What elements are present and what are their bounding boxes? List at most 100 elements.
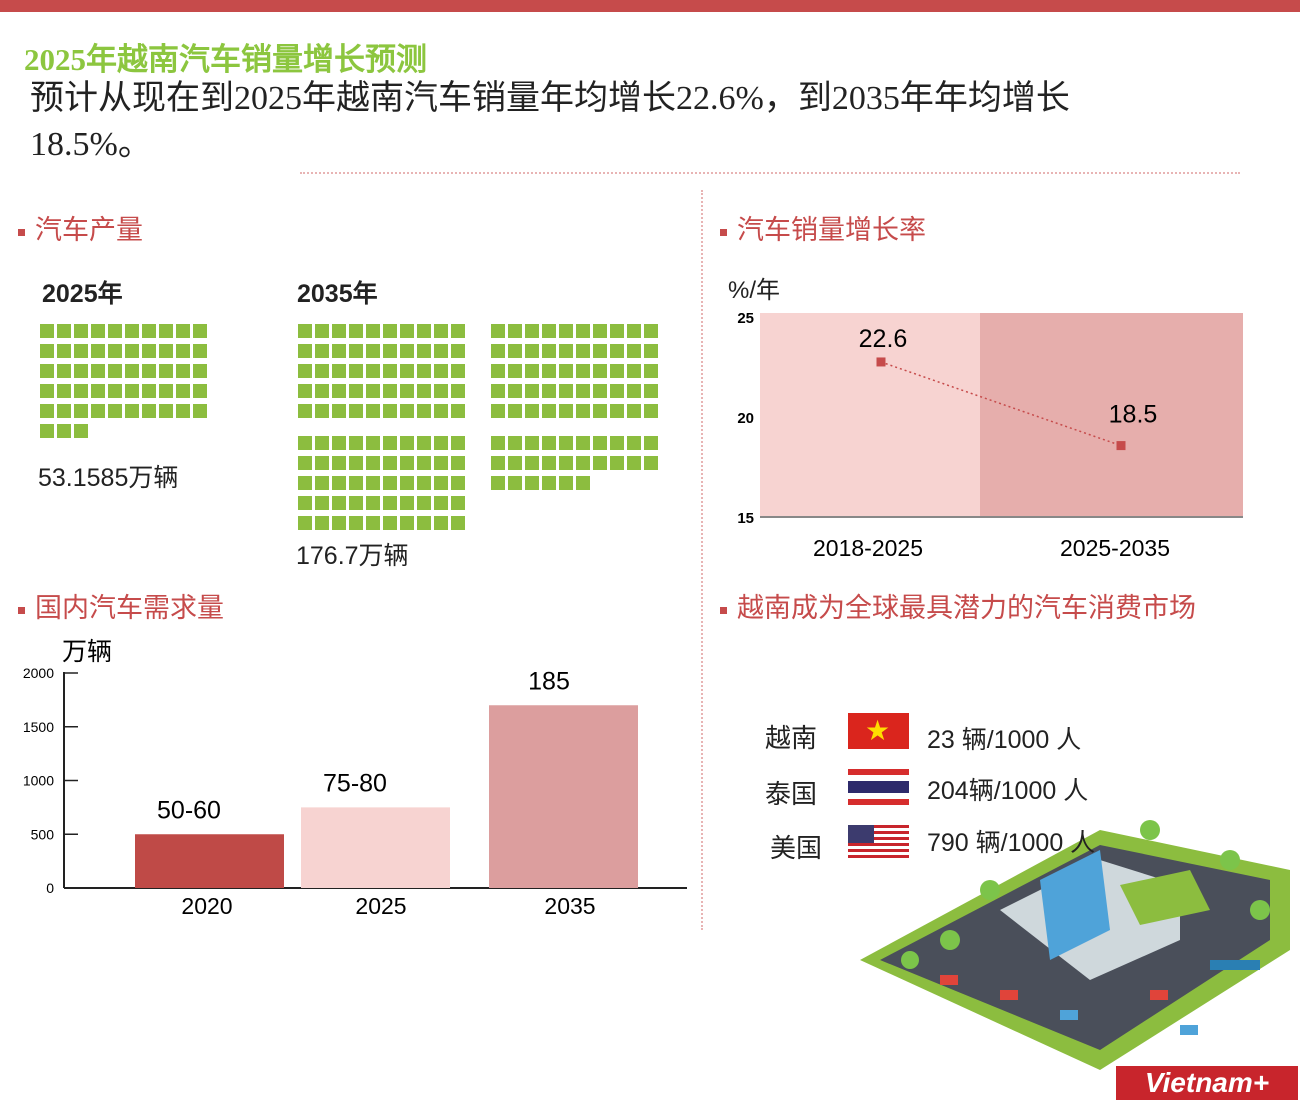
waffle-square: [298, 324, 312, 338]
waffle-square: [417, 456, 431, 470]
period-band-2: [980, 313, 1243, 517]
waffle-square: [57, 424, 71, 438]
waffle-square: [644, 404, 658, 418]
waffle-square: [142, 344, 156, 358]
waffle-square: [159, 324, 173, 338]
waffle-square: [332, 516, 346, 530]
y-axis-label: 万辆: [62, 638, 112, 666]
waffle-square: [108, 404, 122, 418]
country-name: 越南: [765, 724, 818, 753]
section-label: 越南成为全球最具潜力的汽车消费市场: [737, 593, 1196, 623]
waffle-square: [91, 404, 105, 418]
waffle-square: [159, 364, 173, 378]
waffle-square: [434, 456, 448, 470]
waffle-square: [57, 384, 71, 398]
waffle-label-2025: 2025年: [42, 280, 123, 308]
waffle-square: [525, 476, 539, 490]
section-label: 汽车销量增长率: [737, 215, 926, 245]
waffle-square: [315, 476, 329, 490]
section-demand: 国内汽车需求量: [18, 586, 224, 625]
waffle-square: [417, 344, 431, 358]
waffle-square: [451, 344, 465, 358]
waffle-square: [366, 456, 380, 470]
waffle-square: [349, 324, 363, 338]
waffle-square: [542, 476, 556, 490]
waffle-square: [400, 324, 414, 338]
top-bar: [0, 0, 1300, 12]
waffle-square: [332, 404, 346, 418]
waffle-square: [142, 364, 156, 378]
waffle-square: [434, 404, 448, 418]
waffle-square: [610, 436, 624, 450]
waffle-square: [434, 324, 448, 338]
waffle-square: [383, 364, 397, 378]
waffle-square: [298, 496, 312, 510]
waffle-square: [434, 516, 448, 530]
waffle-square: [542, 324, 556, 338]
waffle-square: [108, 344, 122, 358]
waffle-square: [315, 324, 329, 338]
waffle-square: [298, 516, 312, 530]
waffle-square: [315, 384, 329, 398]
waffle-square: [315, 516, 329, 530]
waffle-square: [400, 476, 414, 490]
waffle-square: [400, 516, 414, 530]
waffle-square: [593, 344, 607, 358]
waffle-square: [559, 456, 573, 470]
waffle-square: [176, 324, 190, 338]
waffle-square: [74, 384, 88, 398]
waffle-square: [525, 344, 539, 358]
waffle-square: [125, 344, 139, 358]
y-tick: 1000: [23, 773, 54, 789]
waffle-square: [349, 364, 363, 378]
x-tick: 2018-2025: [813, 535, 923, 561]
y-tick: 25: [737, 310, 754, 327]
page-subtitle: 预计从现在到2025年越南汽车销量年均增长22.6%，到2035年年均增长18.…: [30, 80, 1070, 163]
waffle-square: [644, 324, 658, 338]
bar-value-label: 75-80: [323, 769, 387, 797]
waffle-square: [576, 384, 590, 398]
divider: [701, 190, 703, 930]
waffle-square: [298, 364, 312, 378]
waffle-square: [349, 456, 363, 470]
section-label: 国内汽车需求量: [35, 593, 224, 623]
waffle-square: [593, 456, 607, 470]
y-axis-label: %/年: [728, 277, 780, 304]
ownership-rate: 204辆/1000 人: [927, 777, 1089, 805]
growth-line: [880, 361, 1122, 447]
waffle-square: [125, 324, 139, 338]
waffle-square: [627, 456, 641, 470]
divider: [300, 172, 1240, 174]
waffle-square: [400, 456, 414, 470]
waffle-square: [400, 404, 414, 418]
waffle-square: [332, 384, 346, 398]
waffle-square: [451, 436, 465, 450]
waffle-square: [559, 324, 573, 338]
waffle-square: [383, 436, 397, 450]
value-label-2035: 176.7万辆: [296, 542, 409, 570]
waffle-square: [542, 364, 556, 378]
ownership-rate: 790 辆/1000 人: [927, 829, 1096, 857]
waffle-square: [400, 384, 414, 398]
waffle-square: [57, 324, 71, 338]
waffle-square: [193, 324, 207, 338]
waffle-square: [383, 516, 397, 530]
waffle-square: [542, 384, 556, 398]
waffle-square: [366, 384, 380, 398]
city-illustration: [860, 820, 1290, 1070]
waffle-square: [142, 384, 156, 398]
waffle-square: [559, 364, 573, 378]
waffle-square: [383, 476, 397, 490]
waffle-square: [644, 364, 658, 378]
waffle-square: [332, 456, 346, 470]
y-tick: 15: [737, 510, 754, 527]
waffle-square: [508, 384, 522, 398]
waffle-square: [74, 344, 88, 358]
waffle-square: [417, 384, 431, 398]
waffle-square: [491, 324, 505, 338]
waffle-square: [491, 384, 505, 398]
waffle-square: [627, 324, 641, 338]
waffle-square: [315, 364, 329, 378]
waffle-square: [74, 364, 88, 378]
waffle-square: [193, 384, 207, 398]
